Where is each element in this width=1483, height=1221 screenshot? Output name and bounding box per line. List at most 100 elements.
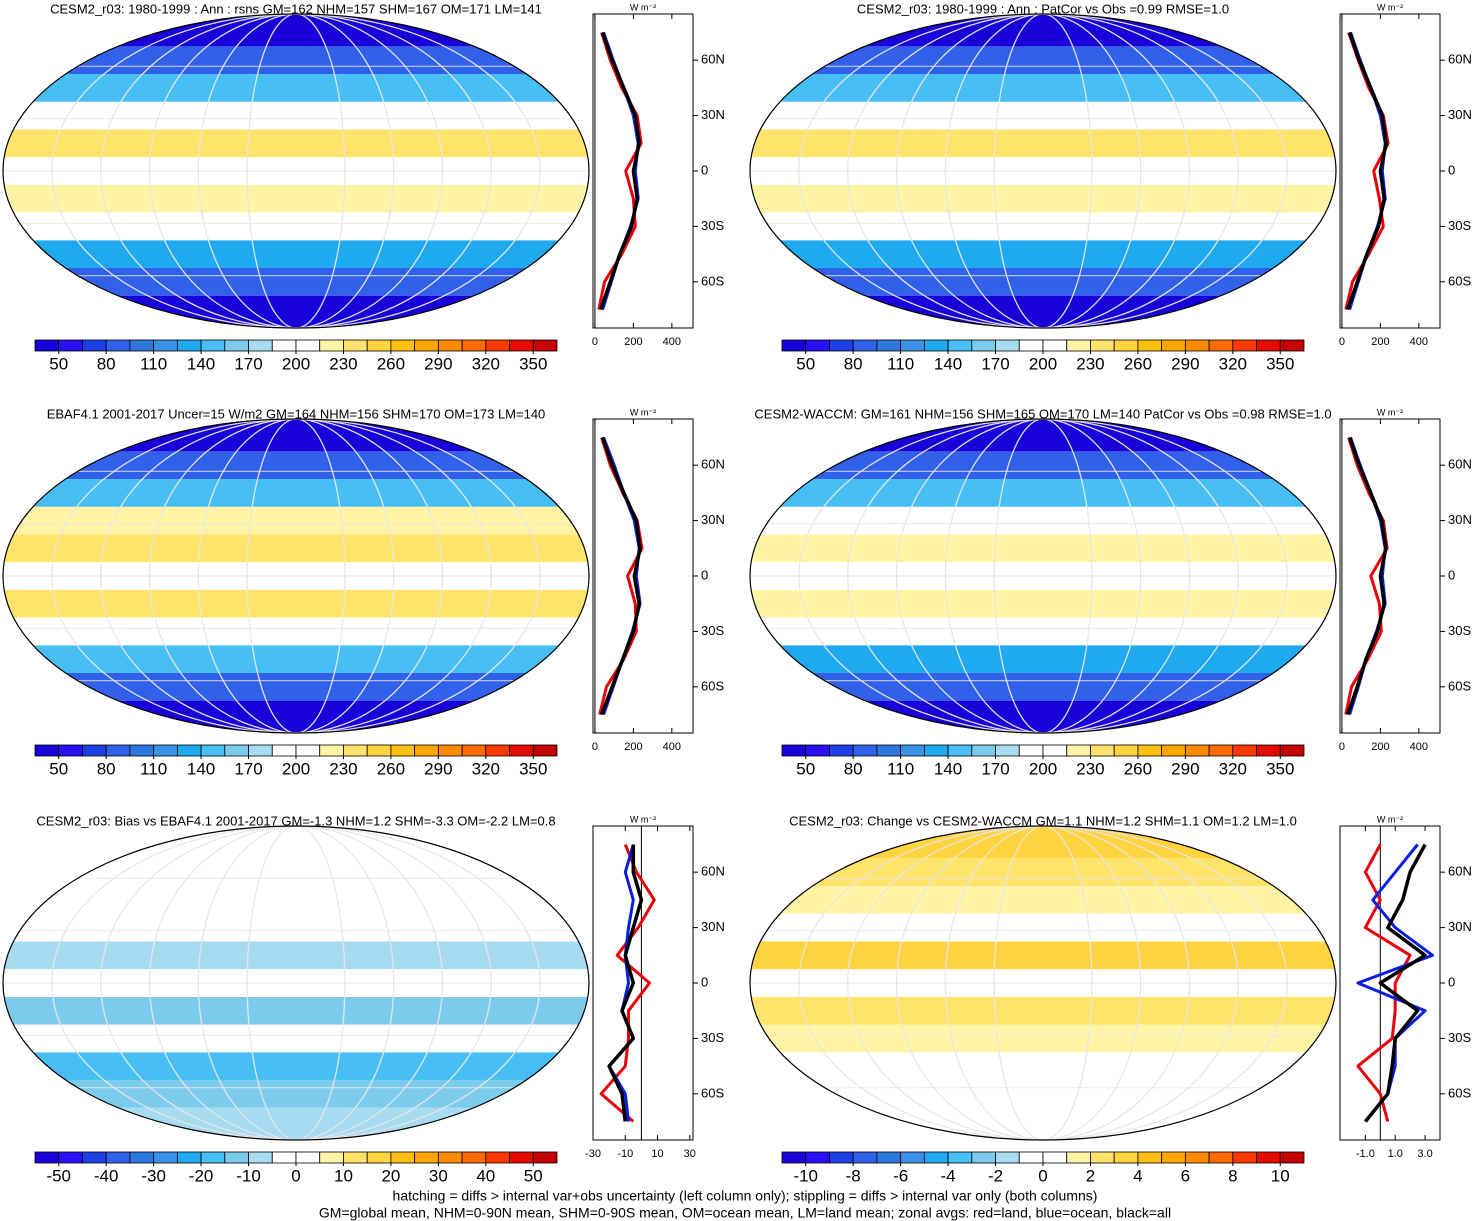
- colorbar-box: [295, 1151, 321, 1164]
- colorbar-box: [105, 744, 131, 757]
- colorbar-box: [34, 1151, 60, 1164]
- colorbar-label: 8: [1228, 1166, 1237, 1185]
- colorbar-box: [82, 339, 107, 352]
- colorbar-label: 0: [291, 1166, 300, 1185]
- colorbar-box: [34, 744, 60, 757]
- colorbar-label: 290: [1171, 354, 1199, 373]
- zonal-frame: [592, 825, 694, 1141]
- colorbar-box: [343, 1151, 368, 1164]
- map-band: [750, 101, 1336, 130]
- x-tick-label: 10: [651, 1148, 663, 1160]
- colorbar-box: [1113, 1151, 1139, 1164]
- colorbar-label: -20: [189, 1166, 214, 1185]
- zonal-line: [1356, 843, 1412, 1122]
- y-tick-label: 0: [1448, 974, 1455, 989]
- colorbar-box: [271, 1151, 297, 1164]
- colorbar-box: [82, 744, 107, 757]
- colorbar-label: 0: [1038, 1166, 1047, 1185]
- map-band: [3, 913, 589, 942]
- colorbar-box: [1256, 744, 1281, 757]
- colorbar-box: [1018, 744, 1044, 757]
- y-tick-label: 60N: [1448, 52, 1472, 67]
- colorbar-label: 50: [49, 354, 68, 373]
- map-border: [749, 825, 1337, 1141]
- colorbar-box: [781, 744, 807, 757]
- panel-title: EBAF4.1 2001-2017 Uncer=15 W/m2 GM=164 N…: [47, 406, 546, 421]
- x-tick-label: 3.0: [1417, 1148, 1432, 1160]
- colorbar-box: [437, 339, 463, 352]
- map-band: [3, 74, 589, 102]
- colorbar-label: 260: [1124, 759, 1152, 778]
- zonal-line: [607, 844, 644, 1122]
- colorbar-label: 50: [524, 1166, 543, 1185]
- colorbar-box: [1208, 1151, 1234, 1164]
- map-band: [3, 129, 589, 158]
- colorbar-label: 80: [97, 354, 116, 373]
- map-band: [3, 240, 589, 268]
- colorbar-label: 110: [140, 759, 167, 778]
- colorbar-label: 290: [1171, 759, 1199, 778]
- colorbar-box: [437, 1151, 463, 1164]
- y-tick-label: 60N: [701, 864, 725, 879]
- colorbar-box: [153, 1151, 178, 1164]
- map-band: [3, 295, 589, 328]
- colorbar-box: [1137, 744, 1163, 757]
- colorbar-box: [971, 339, 996, 352]
- colorbar-box: [509, 744, 534, 757]
- x-tick-label: 200: [1371, 336, 1389, 348]
- colorbar-label: -40: [94, 1166, 119, 1185]
- colorbar-box: [1279, 339, 1305, 352]
- colorbar-box: [390, 339, 416, 352]
- map-band: [3, 996, 589, 1025]
- panel-title: CESM2_r03: Bias vs EBAF4.1 2001-2017 GM=…: [36, 813, 555, 828]
- colorbar-box: [105, 1151, 131, 1164]
- map-band: [3, 1024, 589, 1053]
- zonal-line: [599, 843, 656, 1123]
- colorbar-box: [200, 744, 226, 757]
- colorbar-box: [414, 1151, 439, 1164]
- colorbar-box: [1066, 1151, 1091, 1164]
- units-label: W m⁻²: [630, 2, 656, 12]
- colorbar-box: [295, 339, 321, 352]
- x-tick-label: 200: [1371, 741, 1389, 753]
- colorbar-box: [1279, 1151, 1305, 1164]
- map-band: [750, 645, 1336, 673]
- map-band: [3, 941, 589, 970]
- map-band: [3, 1052, 589, 1080]
- map-band: [3, 184, 589, 213]
- colorbar-label: 2: [1086, 1166, 1095, 1185]
- colorbar-box: [1042, 339, 1068, 352]
- colorbar-box: [248, 744, 273, 757]
- map-band: [3, 672, 589, 701]
- map-band: [3, 479, 589, 507]
- colorbar-box: [485, 1151, 510, 1164]
- colorbar-label: 110: [140, 354, 167, 373]
- panel-title: CESM2_r03: 1980-1999 : Ann : PatCor vs O…: [857, 1, 1229, 16]
- units-label: W m⁻²: [1377, 814, 1403, 824]
- colorbar-box: [1184, 1151, 1210, 1164]
- colorbar-box: [876, 1151, 902, 1164]
- colorbar-box: [200, 1151, 226, 1164]
- map-band: [750, 1024, 1336, 1053]
- y-tick-label: 30N: [701, 512, 725, 527]
- zonal-line: [600, 436, 642, 716]
- colorbar-box: [366, 339, 392, 352]
- colorbar-box: [923, 339, 949, 352]
- map-band: [750, 74, 1336, 102]
- colorbar-label: -10: [793, 1166, 818, 1185]
- map-band: [750, 941, 1336, 970]
- colorbar-label: 200: [282, 354, 310, 373]
- y-tick-label: 60N: [1448, 457, 1472, 472]
- colorbar-label: 350: [519, 354, 547, 373]
- map-band: [750, 996, 1336, 1025]
- map-band: [750, 129, 1336, 158]
- colorbar-box: [366, 744, 392, 757]
- colorbar-label: 140: [187, 759, 215, 778]
- x-tick-label: 1.0: [1388, 1148, 1403, 1160]
- colorbar-box: [105, 339, 131, 352]
- colorbar-box: [82, 1151, 107, 1164]
- colorbar-box: [1066, 339, 1091, 352]
- colorbar-box: [461, 744, 487, 757]
- colorbar-box: [1137, 339, 1163, 352]
